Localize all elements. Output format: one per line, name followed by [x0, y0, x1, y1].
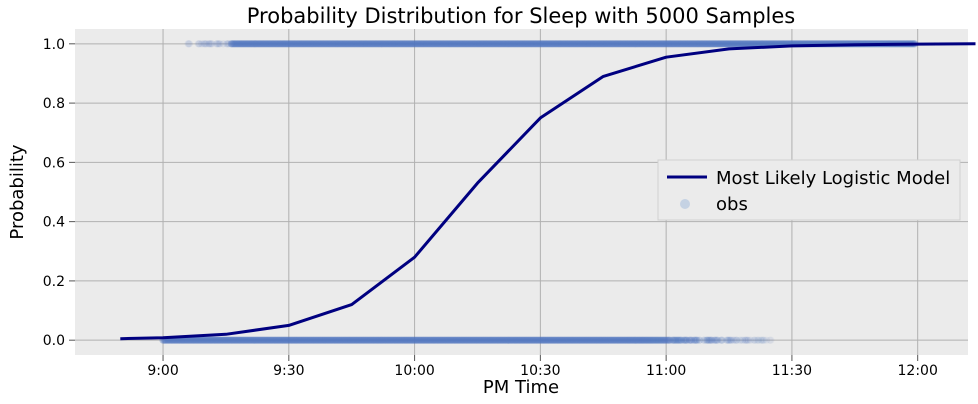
chart-title: Probability Distribution for Sleep with … [247, 4, 795, 28]
legend-label-model: Most Likely Logistic Model [716, 168, 950, 189]
y-tick-label: 0.6 [43, 155, 65, 171]
y-tick-label: 0.2 [43, 274, 65, 290]
x-tick-label: 9:00 [147, 363, 178, 379]
legend-label-obs: obs [716, 194, 748, 215]
y-tick-label: 0.0 [43, 333, 65, 349]
y-tick-label: 0.4 [43, 215, 65, 231]
x-tick-label: 11:30 [772, 363, 812, 379]
y-tick-label: 0.8 [43, 96, 65, 112]
x-axis-label: PM Time [483, 377, 559, 398]
y-axis-label: Probability [7, 144, 28, 239]
y-axis-ticks: 0.0 0.2 0.4 0.6 0.8 1.0 [43, 37, 75, 349]
x-tick-label: 9:30 [273, 363, 304, 379]
x-tick-label: 12:00 [898, 363, 938, 379]
obs-point [767, 337, 774, 344]
x-tick-label: 10:00 [394, 363, 434, 379]
legend-obs-marker [680, 199, 690, 209]
x-axis-ticks: 9:00 9:30 10:00 10:30 11:00 11:30 12:00 [147, 355, 938, 379]
legend: Most Likely Logistic Model obs [658, 160, 960, 220]
obs-point [186, 40, 193, 47]
x-tick-label: 11:00 [646, 363, 686, 379]
y-tick-label: 1.0 [43, 37, 65, 53]
